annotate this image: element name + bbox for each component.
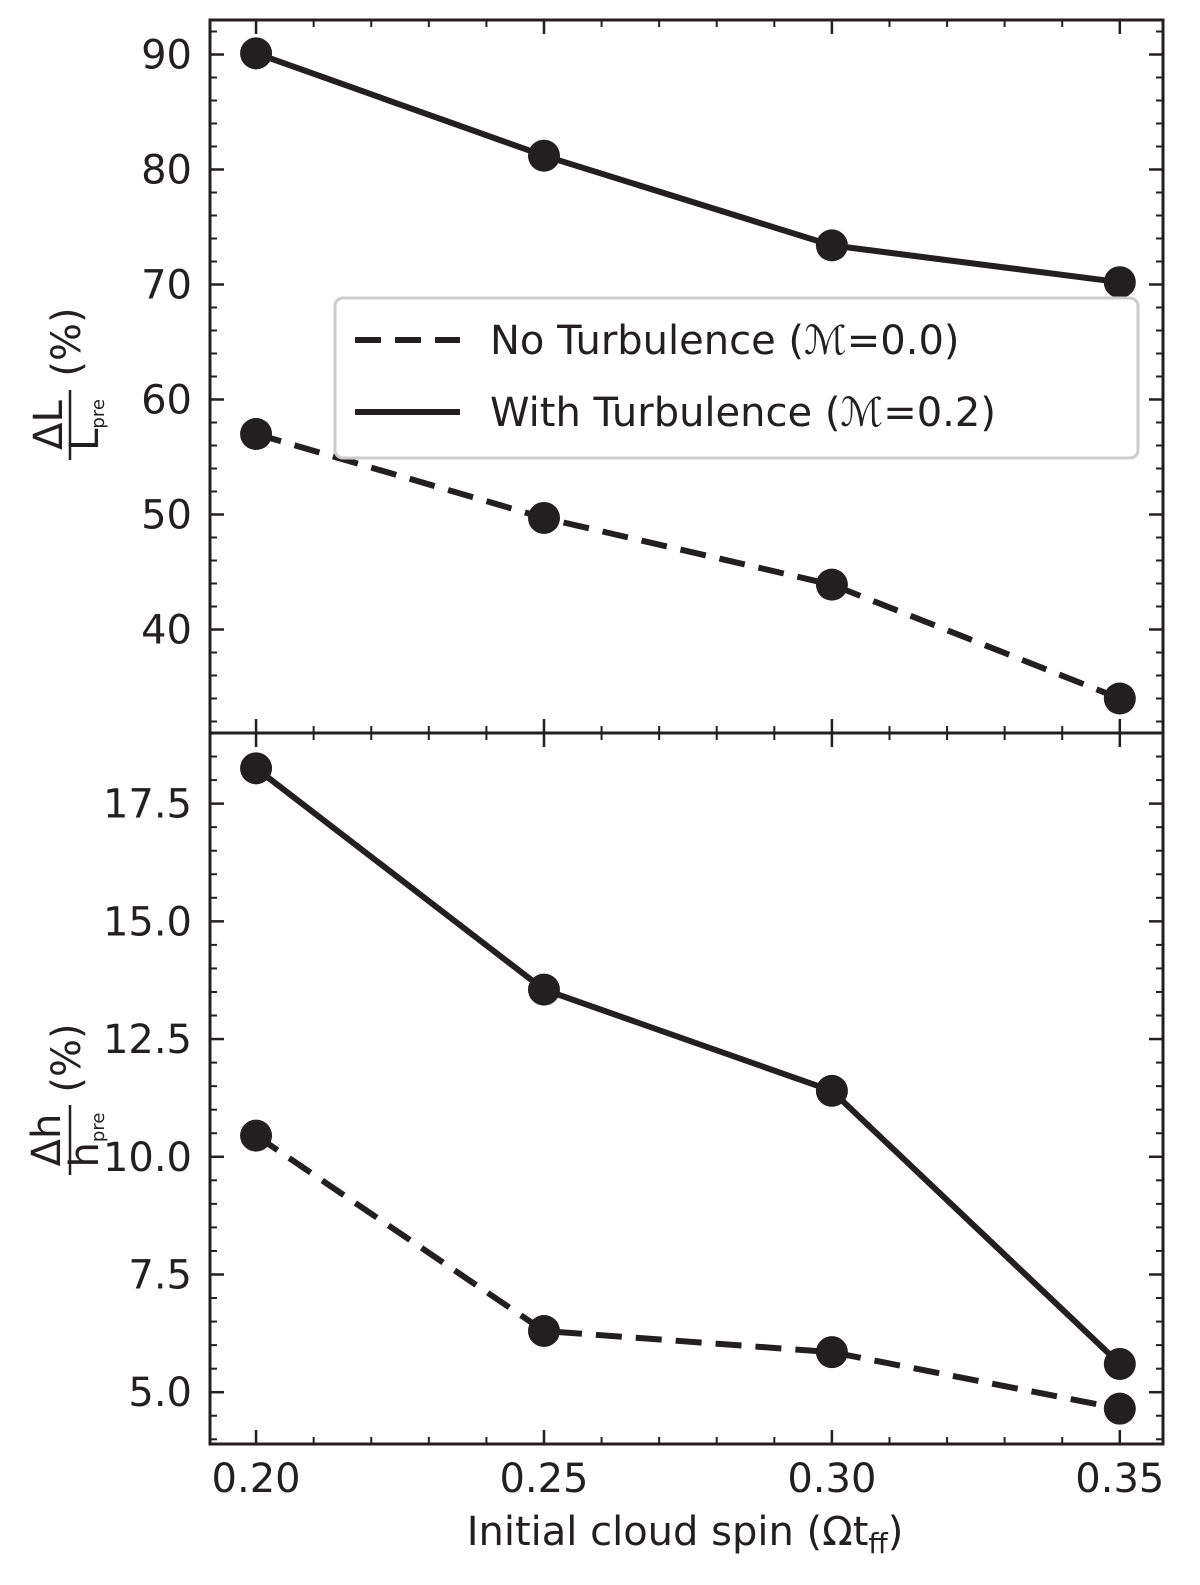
bottom-data-point [815, 1336, 848, 1369]
top-data-point [527, 139, 560, 172]
bottom-x-tick-label: 0.20 [212, 1456, 301, 1502]
bottom-data-point [1103, 1347, 1136, 1380]
top-ylabel-denominator: Lpre [62, 399, 109, 451]
bottom-y-tick-label: 7.5 [128, 1252, 192, 1298]
bottom-x-tick-label: 0.25 [499, 1456, 588, 1502]
bottom-series-line-no-turbulence [254, 1133, 1121, 1412]
bottom-x-tick-label: 0.30 [787, 1456, 876, 1502]
bottom-panel: 5.0 7.5 10.0 12.5 15.0 17.5 0.20 0.25 0.30 0.35 [103, 731, 1165, 1502]
bottom-y-tick-label: 15.0 [103, 899, 192, 945]
legend: No Turbulence (ℳ=0.0) With Turbulence (ℳ=… [333, 296, 1140, 460]
top-y-axis-label: ΔL Lpre (%) [26, 307, 109, 460]
legend-label-no-turbulence: No Turbulence (ℳ=0.0) [490, 318, 960, 364]
legend-label-with-turbulence: With Turbulence (ℳ=0.2) [490, 390, 996, 436]
bottom-ylabel-denominator: hpre [62, 1113, 109, 1168]
top-y-tick-label: 60 [141, 378, 192, 424]
bottom-data-point [1103, 1392, 1136, 1425]
bottom-y-tick-label: 12.5 [103, 1017, 192, 1063]
bottom-y-axis-label: Δh hpre (%) [24, 1023, 109, 1175]
x-axis-label-main: Initial cloud spin (Ωt [467, 1509, 869, 1555]
top-y-tick-label: 90 [141, 33, 192, 79]
top-data-point [1103, 266, 1136, 299]
top-y-tick-label: 40 [141, 608, 192, 654]
top-data-point [240, 37, 273, 70]
bottom-series-line-with-turbulence [254, 765, 1122, 1367]
bottom-data-point [240, 1119, 273, 1152]
bottom-ylabel-den-sub: pre [88, 1113, 109, 1143]
top-series-line-with-turbulence [255, 50, 1121, 286]
bottom-ylabel-unit: (%) [44, 1023, 90, 1092]
top-ylabel-den-sub: pre [88, 399, 109, 429]
top-ylabel-unit: (%) [44, 307, 90, 376]
bottom-y-tick-label: 5.0 [128, 1370, 192, 1416]
bottom-x-tick-label: 0.35 [1075, 1456, 1164, 1502]
x-axis-label: Initial cloud spin (Ωtff) [467, 1509, 904, 1560]
bottom-data-point [815, 1074, 848, 1107]
legend-box [333, 296, 1140, 460]
x-axis-label-close: ) [888, 1509, 904, 1555]
top-data-point [240, 418, 273, 450]
bottom-plot-frame [208, 731, 1165, 1446]
bottom-ylabel-numerator: Δh [24, 1114, 70, 1167]
x-axis-label-sub: ff [868, 1527, 888, 1560]
bottom-data-point [527, 1314, 560, 1347]
top-ylabel-numerator: ΔL [26, 399, 72, 449]
top-data-point [1103, 682, 1136, 715]
top-y-tick-label: 50 [141, 493, 192, 539]
bottom-ylabel-den-main: h [62, 1142, 108, 1167]
top-data-point [815, 568, 848, 601]
top-y-tick-label: 80 [141, 148, 192, 194]
top-data-point [527, 501, 560, 534]
bottom-y-tick-label: 17.5 [103, 782, 192, 828]
bottom-data-point [240, 752, 273, 785]
top-data-point [815, 229, 848, 262]
top-series-line-no-turbulence [255, 431, 1121, 702]
bottom-data-point [527, 973, 560, 1006]
top-y-tick-label: 70 [141, 263, 192, 309]
top-ylabel-den-main: L [62, 428, 108, 451]
bottom-y-tick-label: 10.0 [103, 1135, 192, 1181]
